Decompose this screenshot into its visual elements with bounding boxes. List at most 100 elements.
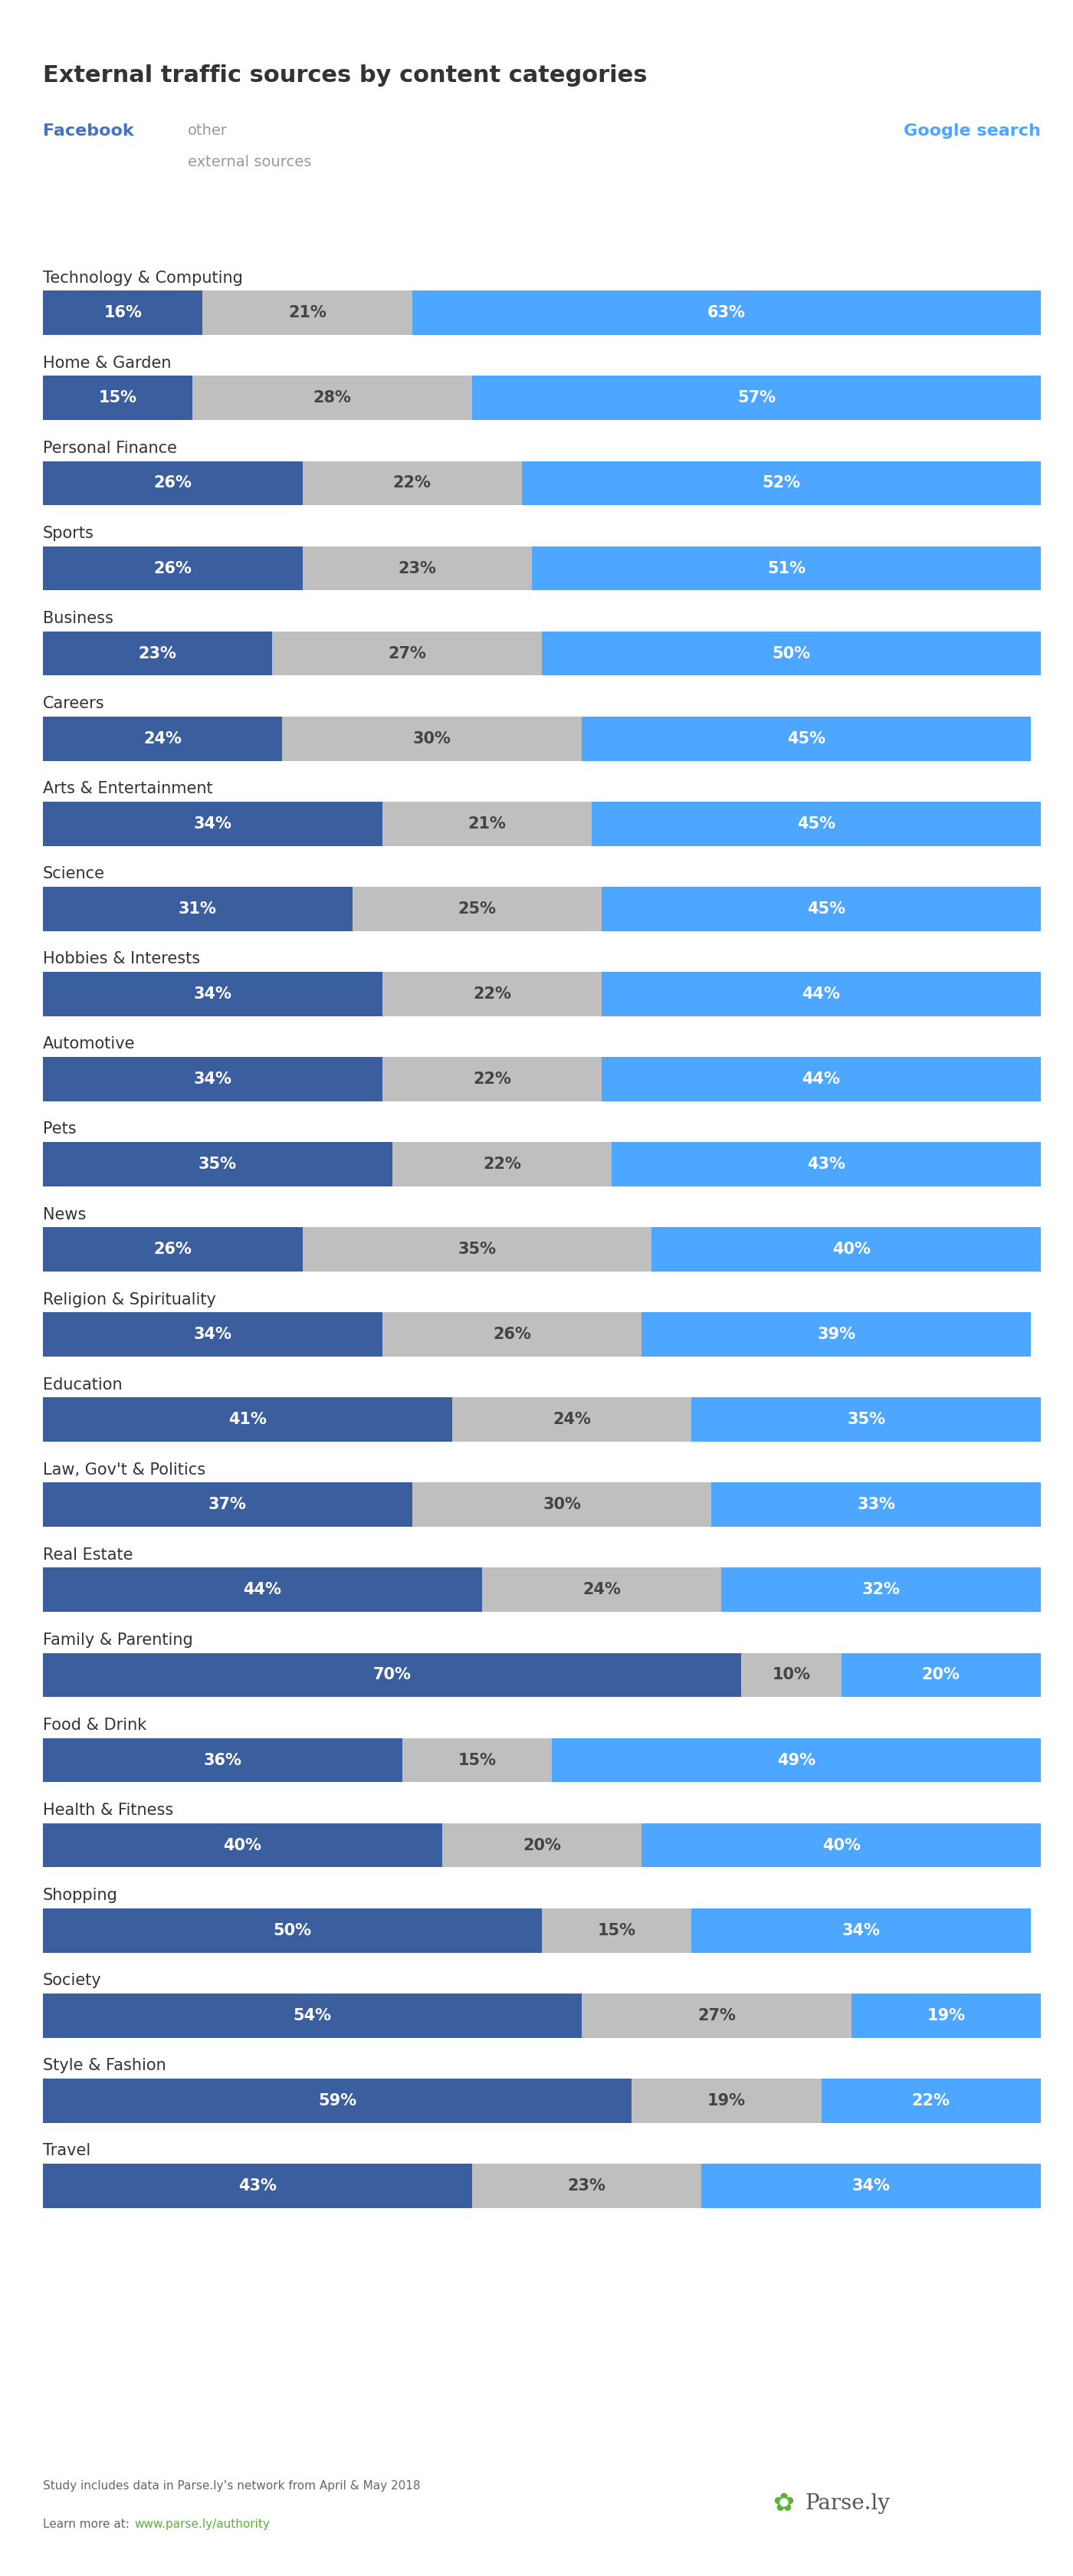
Bar bbox=[43, 1056, 382, 1100]
Bar bbox=[711, 1484, 1041, 1528]
Text: 44%: 44% bbox=[803, 1072, 840, 1087]
Text: 37%: 37% bbox=[208, 1497, 247, 1512]
Text: 22%: 22% bbox=[483, 1157, 521, 1172]
Text: Automotive: Automotive bbox=[43, 1036, 135, 1051]
Bar bbox=[282, 716, 582, 760]
Text: 40%: 40% bbox=[822, 1837, 861, 1852]
Text: 34%: 34% bbox=[193, 1072, 232, 1087]
Text: 40%: 40% bbox=[832, 1242, 870, 1257]
Text: Google search: Google search bbox=[903, 124, 1041, 139]
Text: 34%: 34% bbox=[193, 817, 232, 832]
Text: 25%: 25% bbox=[458, 902, 496, 917]
Text: 36%: 36% bbox=[204, 1752, 241, 1767]
Bar bbox=[43, 1654, 741, 1698]
Text: 43%: 43% bbox=[238, 2179, 277, 2192]
Bar bbox=[382, 1311, 642, 1358]
Text: 52%: 52% bbox=[762, 477, 800, 492]
Text: Style & Fashion: Style & Fashion bbox=[43, 2058, 166, 2074]
Text: 22%: 22% bbox=[473, 987, 511, 1002]
Text: 44%: 44% bbox=[803, 987, 840, 1002]
Text: 70%: 70% bbox=[373, 1667, 411, 1682]
Text: external sources: external sources bbox=[188, 155, 311, 170]
Bar bbox=[412, 291, 1041, 335]
Bar bbox=[43, 546, 303, 590]
Text: 15%: 15% bbox=[598, 1922, 636, 1937]
Text: News: News bbox=[43, 1206, 86, 1221]
Text: 30%: 30% bbox=[413, 732, 452, 747]
Text: Law, Gov't & Politics: Law, Gov't & Politics bbox=[43, 1463, 206, 1479]
Text: Shopping: Shopping bbox=[43, 1888, 118, 1904]
Text: 44%: 44% bbox=[244, 1582, 281, 1597]
Text: Facebook: Facebook bbox=[43, 124, 134, 139]
Text: www.parse.ly/authority: www.parse.ly/authority bbox=[134, 2519, 269, 2530]
Bar bbox=[382, 1056, 602, 1100]
Text: 32%: 32% bbox=[862, 1582, 900, 1597]
Text: 16%: 16% bbox=[104, 307, 142, 319]
Text: 39%: 39% bbox=[817, 1327, 855, 1342]
Bar bbox=[612, 1141, 1041, 1188]
Bar bbox=[43, 1994, 582, 2038]
Text: 20%: 20% bbox=[922, 1667, 960, 1682]
Text: 19%: 19% bbox=[927, 2007, 966, 2022]
Text: Family & Parenting: Family & Parenting bbox=[43, 1633, 193, 1649]
Text: ✿: ✿ bbox=[773, 2491, 794, 2517]
Text: 24%: 24% bbox=[144, 732, 181, 747]
Text: Pets: Pets bbox=[43, 1121, 76, 1136]
Text: 20%: 20% bbox=[523, 1837, 561, 1852]
Text: Society: Society bbox=[43, 1973, 102, 1989]
Text: 49%: 49% bbox=[777, 1752, 815, 1767]
Text: other: other bbox=[188, 124, 227, 139]
Text: 21%: 21% bbox=[289, 307, 326, 319]
Text: Sports: Sports bbox=[43, 526, 94, 541]
Bar bbox=[303, 546, 532, 590]
Bar bbox=[521, 461, 1041, 505]
Bar bbox=[821, 2079, 1041, 2123]
Text: 35%: 35% bbox=[199, 1157, 237, 1172]
Bar bbox=[472, 376, 1041, 420]
Bar bbox=[43, 1311, 382, 1358]
Text: Personal Finance: Personal Finance bbox=[43, 440, 177, 456]
Text: 34%: 34% bbox=[193, 1327, 232, 1342]
Text: 41%: 41% bbox=[229, 1412, 266, 1427]
Bar bbox=[632, 2079, 821, 2123]
Bar bbox=[303, 1226, 651, 1273]
Bar bbox=[412, 1484, 711, 1528]
Bar bbox=[203, 291, 412, 335]
Bar bbox=[193, 376, 472, 420]
Bar bbox=[43, 1226, 303, 1273]
Text: 28%: 28% bbox=[313, 392, 352, 407]
Text: 27%: 27% bbox=[388, 647, 426, 662]
Bar bbox=[691, 1399, 1041, 1443]
Text: Science: Science bbox=[43, 866, 105, 881]
Text: 45%: 45% bbox=[797, 817, 836, 832]
Text: Travel: Travel bbox=[43, 2143, 90, 2159]
Text: 26%: 26% bbox=[153, 562, 192, 577]
Text: 63%: 63% bbox=[707, 307, 746, 319]
Text: Food & Drink: Food & Drink bbox=[43, 1718, 147, 1734]
Bar bbox=[642, 1824, 1041, 1868]
Text: 27%: 27% bbox=[697, 2007, 736, 2022]
Bar bbox=[702, 2164, 1041, 2208]
Text: Health & Fitness: Health & Fitness bbox=[43, 1803, 174, 1819]
Bar bbox=[43, 886, 352, 930]
Text: Study includes data in Parse.ly’s network from April & May 2018: Study includes data in Parse.ly’s networ… bbox=[43, 2481, 421, 2491]
Bar bbox=[741, 1654, 841, 1698]
Bar bbox=[43, 1824, 442, 1868]
Bar bbox=[582, 716, 1031, 760]
Text: 33%: 33% bbox=[857, 1497, 895, 1512]
Text: 54%: 54% bbox=[293, 2007, 332, 2022]
Bar bbox=[382, 801, 592, 845]
Bar bbox=[721, 1569, 1041, 1613]
Bar bbox=[303, 461, 521, 505]
Bar bbox=[43, 716, 282, 760]
Bar bbox=[602, 886, 1050, 930]
Bar bbox=[542, 631, 1041, 675]
Bar bbox=[43, 1141, 393, 1188]
Text: Real Estate: Real Estate bbox=[43, 1548, 133, 1564]
Bar bbox=[442, 1824, 642, 1868]
Bar bbox=[43, 2164, 472, 2208]
Text: Technology & Computing: Technology & Computing bbox=[43, 270, 242, 286]
Text: 23%: 23% bbox=[138, 647, 177, 662]
Bar bbox=[841, 1654, 1041, 1698]
Text: 22%: 22% bbox=[912, 2092, 951, 2107]
